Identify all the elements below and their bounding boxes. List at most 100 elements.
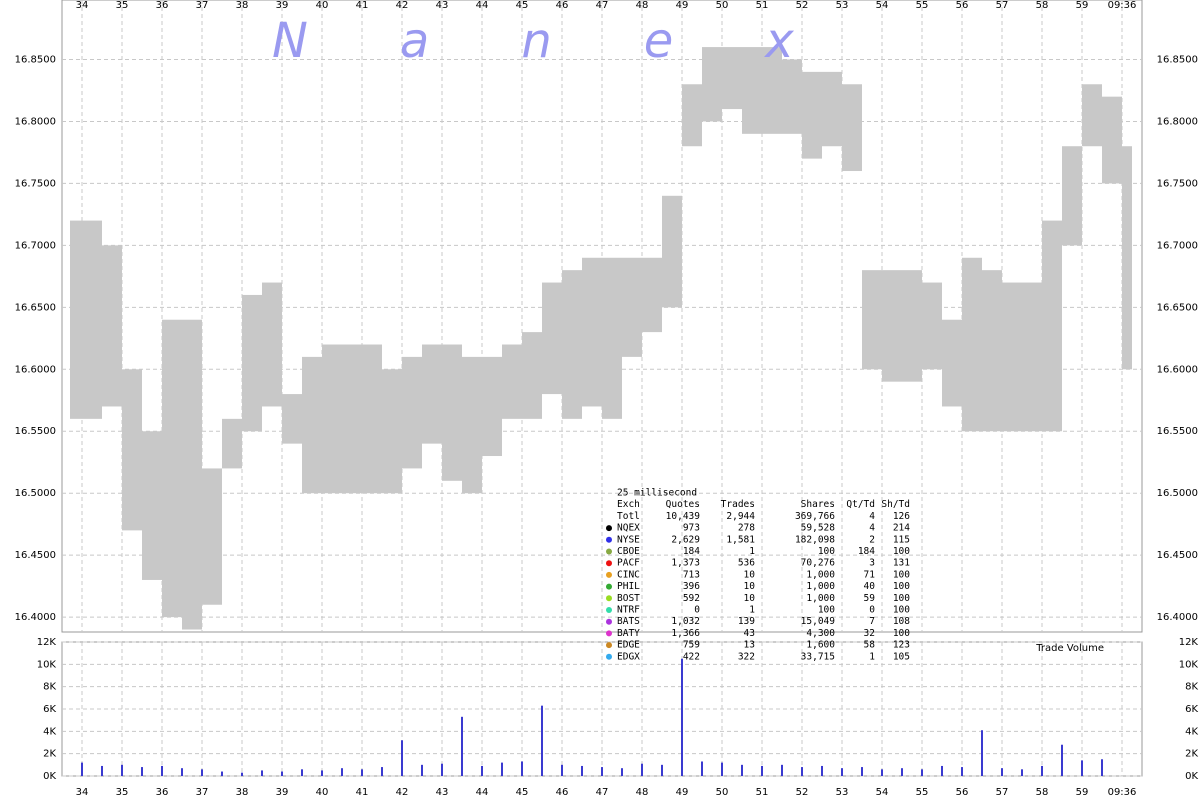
x-tick-label-top: 58	[1036, 0, 1049, 11]
x-tick-label: 49	[676, 787, 689, 798]
x-tick-label-top: 35	[116, 0, 129, 11]
volume-bar	[561, 764, 563, 776]
y-tick-label-right: 16.6500	[1157, 302, 1198, 313]
table-cell: 182,098	[795, 534, 835, 545]
volume-bar	[861, 767, 863, 776]
y-tick-label: 16.7500	[15, 178, 56, 189]
table-cell: NTRF	[617, 605, 640, 616]
y-tick-label-right: 8K	[1185, 682, 1198, 693]
table-cell: 10	[744, 593, 756, 604]
table-cell: 70,276	[801, 558, 836, 569]
volume-bar	[301, 769, 303, 776]
quote-range	[862, 270, 882, 370]
quote-range	[702, 47, 722, 122]
quote-range	[262, 282, 282, 407]
chart-title: Trade Volume	[1035, 643, 1104, 654]
table-cell: 123	[893, 640, 910, 651]
x-tick-label: 45	[516, 787, 529, 798]
x-tick-label: 58	[1036, 787, 1049, 798]
volume-bar	[121, 764, 123, 776]
table-cell: 1,373	[671, 558, 700, 569]
volume-bar	[801, 767, 803, 776]
quote-range	[802, 71, 822, 159]
x-tick-label-top: 59	[1076, 0, 1089, 11]
x-tick-label-top: 09:36	[1108, 0, 1137, 11]
volume-bar	[461, 716, 463, 776]
quote-range	[382, 369, 402, 494]
y-tick-label-right: 16.4000	[1157, 612, 1198, 623]
table-cell: 422	[683, 651, 700, 662]
table-cell: 184	[683, 546, 700, 557]
x-tick-label-top: 55	[916, 0, 929, 11]
table-cell: Totl	[617, 511, 640, 522]
x-tick-label-top: 57	[996, 0, 1009, 11]
volume-bar	[681, 658, 683, 776]
volume-bar	[621, 768, 623, 776]
table-title: 25 millisecond	[617, 488, 697, 499]
y-tick-label-right: 0K	[1185, 771, 1198, 782]
volume-bar	[221, 771, 223, 776]
quote-range	[462, 356, 482, 494]
y-tick-label: 16.6000	[15, 364, 56, 375]
table-cell: 100	[893, 581, 910, 592]
table-cell: 100	[818, 605, 835, 616]
quote-range	[342, 344, 362, 494]
volume-bar	[281, 771, 283, 776]
volume-bar	[381, 767, 383, 776]
table-cell: 536	[738, 558, 755, 569]
quote-range	[642, 257, 662, 333]
quote-range	[402, 356, 422, 469]
table-cell: 1,000	[806, 569, 835, 580]
table-header: Qt/Td	[846, 499, 875, 510]
quote-range	[502, 344, 522, 419]
table-cell: 1,600	[806, 640, 835, 651]
y-tick-label-right: 16.6000	[1157, 364, 1198, 375]
x-tick-label: 55	[916, 787, 929, 798]
exchange-marker	[606, 525, 612, 532]
quote-range	[362, 344, 382, 494]
x-tick-label: 43	[436, 787, 449, 798]
x-tick-label-top: 54	[876, 0, 889, 11]
volume-bar	[881, 769, 883, 776]
table-cell: 1,000	[806, 593, 835, 604]
y-tick-label: 16.5000	[15, 488, 56, 499]
x-tick-label-top: 56	[956, 0, 969, 11]
quote-range	[482, 356, 502, 457]
volume-bar	[261, 770, 263, 776]
x-tick-label: 48	[636, 787, 649, 798]
y-tick-label-right: 16.8500	[1157, 54, 1198, 65]
volume-bar	[721, 762, 723, 776]
exchange-marker	[606, 548, 612, 555]
volume-bar	[601, 767, 603, 776]
y-tick-label: 16.4000	[15, 612, 56, 623]
x-tick-label: 34	[76, 787, 89, 798]
volume-bar	[661, 764, 663, 776]
x-tick-label-top: 49	[676, 0, 689, 11]
y-tick-label: 6K	[43, 704, 56, 715]
quote-range	[242, 294, 262, 432]
quote-range	[562, 270, 582, 419]
x-tick-label: 09:36	[1108, 787, 1137, 798]
y-tick-label: 16.4500	[15, 550, 56, 561]
table-cell: 131	[893, 558, 910, 569]
quote-range	[1022, 282, 1042, 432]
table-cell: 40	[864, 581, 876, 592]
x-tick-label: 54	[876, 787, 889, 798]
table-cell: 592	[683, 593, 700, 604]
x-tick-label: 50	[716, 787, 729, 798]
quote-range	[942, 319, 962, 407]
x-tick-label-top: 50	[716, 0, 729, 11]
quote-range	[82, 220, 102, 419]
volume-bar	[761, 765, 763, 776]
volume-bar	[581, 765, 583, 776]
quote-range	[722, 47, 742, 110]
volume-bar	[641, 763, 643, 776]
x-tick-label: 53	[836, 787, 849, 798]
table-cell: 2	[869, 534, 875, 545]
watermark: Nanex	[272, 13, 886, 69]
quote-range	[982, 270, 1002, 432]
volume-bar	[81, 762, 83, 776]
x-tick-label-top: 39	[276, 0, 289, 11]
table-cell: BOST	[617, 593, 640, 604]
volume-bar	[841, 768, 843, 776]
